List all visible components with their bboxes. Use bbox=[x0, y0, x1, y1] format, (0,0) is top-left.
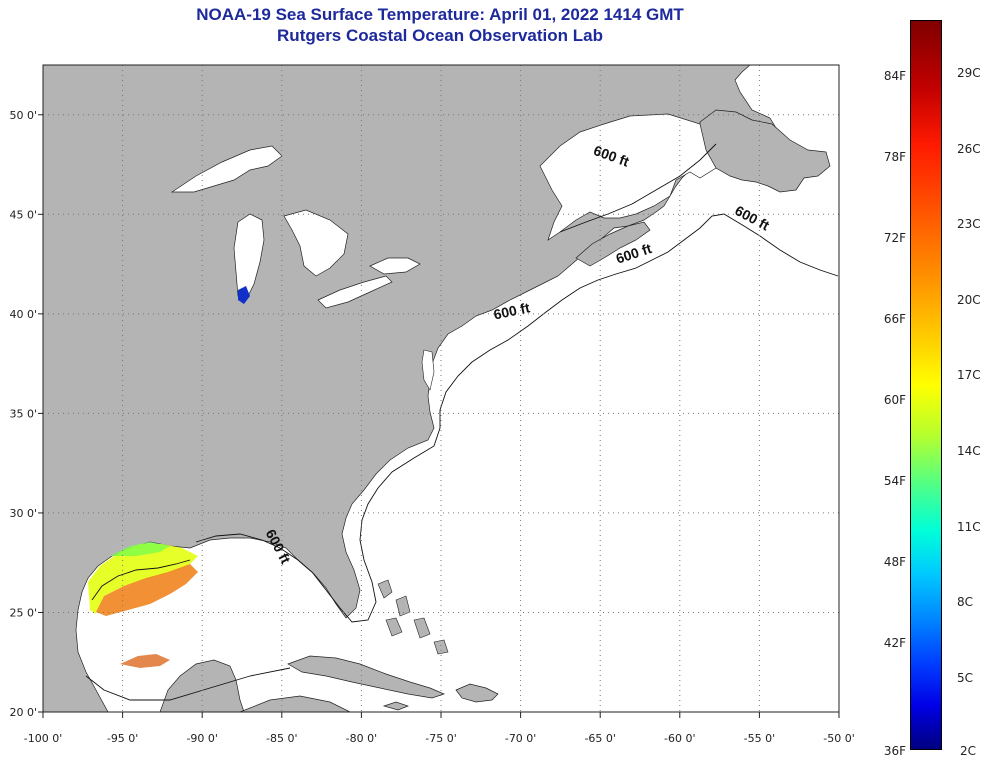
lon-tick-label: -100 0' bbox=[24, 732, 62, 745]
lon-tick-label: -65 0' bbox=[584, 732, 616, 745]
colorbar-f-label: 48F bbox=[883, 555, 906, 570]
colorbar-f-label: 72F bbox=[883, 230, 906, 245]
lat-tick-label: 35 0' bbox=[9, 407, 37, 420]
land-cuba bbox=[287, 655, 445, 699]
colorbar-f-label: 66F bbox=[883, 312, 906, 326]
land-central-america bbox=[239, 695, 351, 712]
title-block: NOAA-19 Sea Surface Temperature: April 0… bbox=[0, 4, 880, 46]
colorbar-c-label: 17C bbox=[957, 368, 981, 383]
lon-tick-label: -60 0' bbox=[664, 732, 696, 745]
colorbar-c-label: 8C bbox=[957, 595, 974, 610]
lon-tick-label: -95 0' bbox=[107, 732, 139, 745]
colorbar-c-label: 5C bbox=[957, 670, 974, 685]
lake-huron bbox=[283, 209, 349, 277]
contour-label-600ft: 600 ft bbox=[492, 299, 531, 322]
land-jamaica bbox=[382, 701, 410, 711]
lon-tick-label: -80 0' bbox=[346, 732, 378, 745]
colorbar-c-label: 11C bbox=[957, 519, 981, 534]
sst-swath-orange bbox=[96, 564, 198, 616]
colorbar-c-label: 29C bbox=[957, 66, 981, 80]
lat-tick-label: 20 0' bbox=[9, 706, 37, 719]
colorbar-f-label: 78F bbox=[883, 149, 906, 164]
axis-layer: -100 0' -95 0' -90 0' -85 0' -80 0' -75 0' -70… bbox=[9, 109, 854, 745]
sst-swath-yellow bbox=[88, 544, 198, 614]
lon-tick-label: -90 0' bbox=[186, 732, 218, 745]
colorbar-c-label: 14C bbox=[957, 444, 981, 458]
colorbar-f-label: 36F bbox=[883, 744, 906, 758]
lat-tick-label: 25 0' bbox=[9, 606, 37, 619]
lake-ontario bbox=[369, 257, 421, 275]
sst-swath-green bbox=[110, 542, 170, 556]
lon-tick-label: -75 0' bbox=[425, 732, 457, 745]
land-yucatan bbox=[159, 659, 245, 712]
colorbar-c-label: 20C bbox=[957, 292, 981, 307]
land-nova-scotia bbox=[575, 221, 651, 267]
map-subtitle: Rutgers Coastal Ocean Observation Lab bbox=[277, 26, 603, 45]
colorbar-c-label: 23C bbox=[957, 217, 981, 232]
lon-tick-label: -50 0' bbox=[823, 732, 855, 745]
colorbar-c-label: 26C bbox=[957, 141, 981, 156]
colorbar-f-label: 54F bbox=[883, 474, 906, 489]
lon-tick-label: -85 0' bbox=[266, 732, 298, 745]
lat-tick-label: 45 0' bbox=[9, 208, 37, 221]
sst-inland-blue bbox=[238, 286, 250, 304]
land-hispaniola bbox=[455, 683, 499, 703]
land-newfoundland bbox=[699, 109, 831, 193]
lon-tick-label: -70 0' bbox=[505, 732, 537, 745]
gulf-st-lawrence bbox=[539, 113, 717, 241]
colorbar bbox=[910, 20, 942, 750]
colorbar-c-label: 2C bbox=[960, 744, 977, 758]
depth-contours bbox=[85, 143, 839, 701]
map-title: NOAA-19 Sea Surface Temperature: April 0… bbox=[196, 5, 684, 24]
lat-tick-label: 40 0' bbox=[9, 308, 37, 321]
lat-tick-label: 50 0' bbox=[9, 109, 37, 122]
colorbar-f-label: 60F bbox=[883, 393, 906, 408]
colorbar-f-label: 42F bbox=[883, 636, 906, 651]
chesapeake-bay bbox=[421, 349, 435, 391]
lake-superior bbox=[170, 145, 283, 193]
lake-erie bbox=[317, 275, 393, 309]
sst-patch-small bbox=[120, 654, 170, 668]
bahamas bbox=[377, 579, 449, 655]
colorbar-f-label: 84F bbox=[883, 68, 906, 83]
lake-michigan bbox=[233, 213, 265, 301]
lat-tick-label: 30 0' bbox=[9, 507, 37, 520]
lon-tick-label: -55 0' bbox=[744, 732, 776, 745]
